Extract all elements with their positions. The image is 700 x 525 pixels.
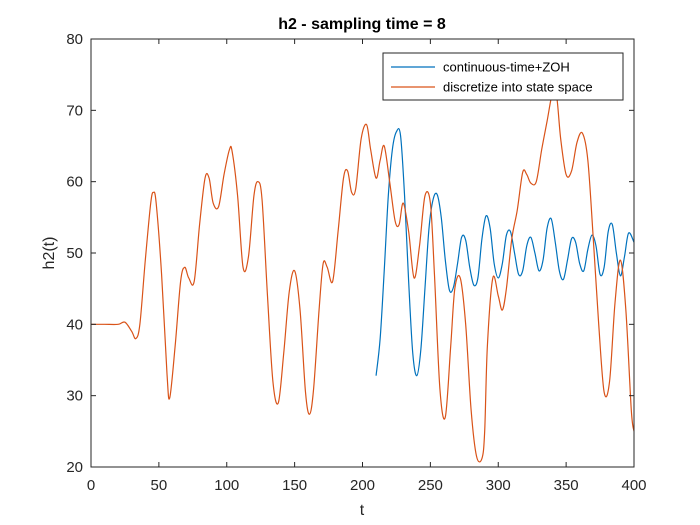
legend-box	[382, 52, 624, 101]
y-tick-label: 70	[66, 102, 83, 119]
x-axis-ticks: 0 50 100 150 200 250 300 350 400	[87, 39, 647, 494]
x-tick-label: 200	[350, 477, 375, 494]
y-tick-label: 40	[66, 316, 83, 333]
x-tick-label: 300	[486, 477, 511, 494]
x-tick-label: 150	[282, 477, 307, 494]
axes-background	[91, 39, 634, 467]
plot-lines	[91, 89, 634, 463]
x-tick-label: 100	[214, 477, 239, 494]
x-tick-label: 250	[418, 477, 443, 494]
legend-label-continuous: continuous-time+ZOH	[443, 60, 570, 75]
y-tick-label: 80	[66, 31, 83, 48]
y-axis-ticks: 20 30 40 50 60 70 80	[66, 31, 634, 476]
x-tick-label: 50	[151, 477, 168, 494]
series-line-discretize	[91, 89, 634, 463]
y-tick-label: 20	[66, 459, 83, 476]
x-axis-label: t	[360, 502, 365, 519]
y-tick-label: 50	[66, 245, 83, 262]
y-tick-label: 30	[66, 388, 83, 405]
y-tick-label: 60	[66, 174, 83, 191]
x-tick-label: 350	[554, 477, 579, 494]
legend-label-discretize: discretize into state space	[443, 80, 593, 95]
series-line-continuous	[375, 128, 634, 377]
x-tick-label: 0	[87, 477, 95, 494]
legend: continuous-time+ZOH discretize into stat…	[382, 52, 624, 101]
y-axis-label: h2(t)	[41, 237, 58, 270]
x-tick-label: 400	[621, 477, 646, 494]
chart-title: h2 - sampling time = 8	[278, 16, 446, 33]
